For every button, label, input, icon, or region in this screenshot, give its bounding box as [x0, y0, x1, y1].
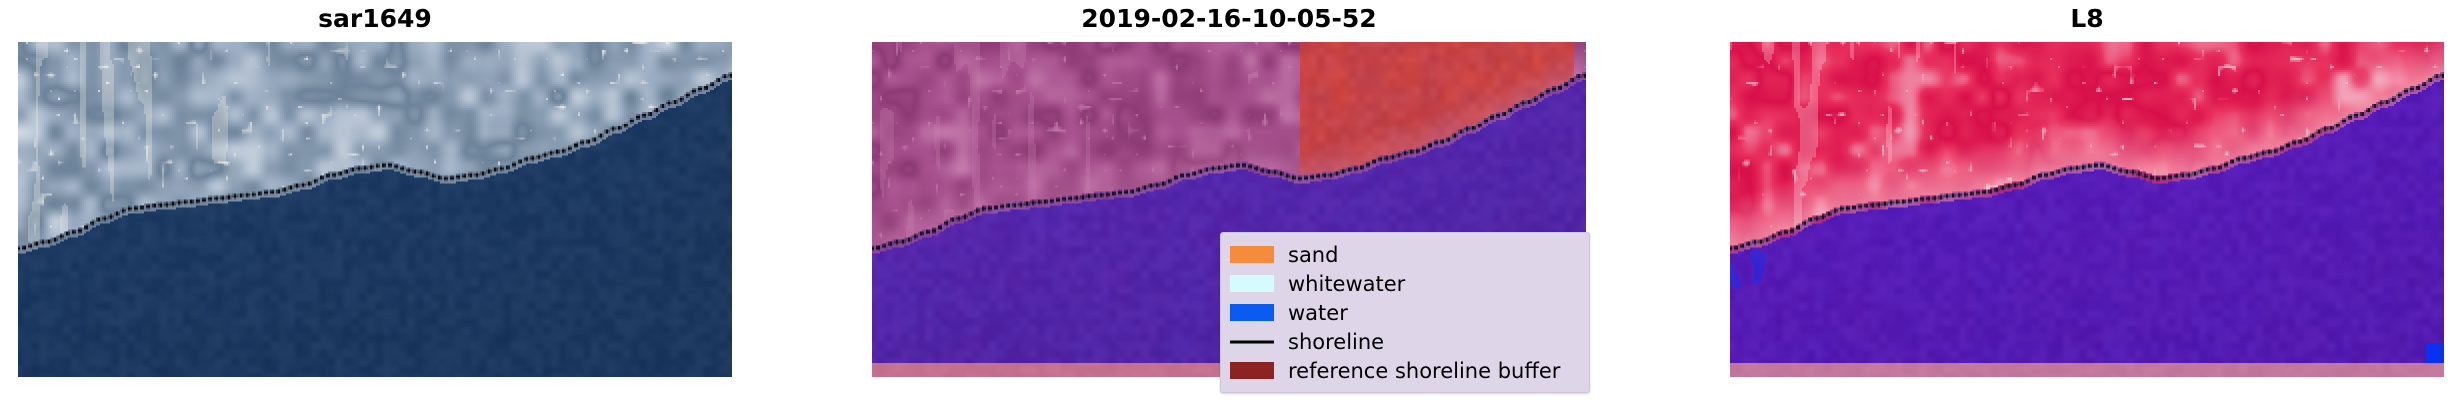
- legend-line-shoreline: [1230, 333, 1274, 350]
- legend-item: water: [1230, 298, 1579, 327]
- image-l8: [1730, 42, 2444, 377]
- legend-label-water: water: [1288, 300, 1348, 325]
- image-sar: [18, 42, 732, 377]
- legend-swatch-reference-buffer: [1230, 362, 1274, 379]
- legend-label-whitewater: whitewater: [1288, 271, 1406, 296]
- panel-title-l8: L8: [2070, 4, 2104, 33]
- legend-label-shoreline: shoreline: [1288, 329, 1385, 354]
- legend-swatch-water: [1230, 304, 1274, 321]
- axes-sar: [18, 42, 732, 377]
- legend-item: reference shoreline buffer: [1230, 356, 1579, 385]
- legend-swatch-sand: [1230, 246, 1274, 263]
- legend-box: sand whitewater water shoreline referenc…: [1220, 232, 1590, 393]
- legend-item: whitewater: [1230, 269, 1579, 298]
- legend-item: shoreline: [1230, 327, 1579, 356]
- panel-title-classified: 2019-02-16-10-05-52: [1081, 4, 1377, 33]
- legend-item: sand: [1230, 240, 1579, 269]
- panel-l8: L8: [1730, 0, 2444, 404]
- legend-swatch-whitewater: [1230, 275, 1274, 292]
- panel-title-sar: sar1649: [318, 4, 432, 33]
- legend-label-sand: sand: [1288, 242, 1339, 267]
- axes-l8: [1730, 42, 2444, 377]
- panel-sar: sar1649: [18, 0, 732, 404]
- legend-label-reference-buffer: reference shoreline buffer: [1288, 358, 1561, 383]
